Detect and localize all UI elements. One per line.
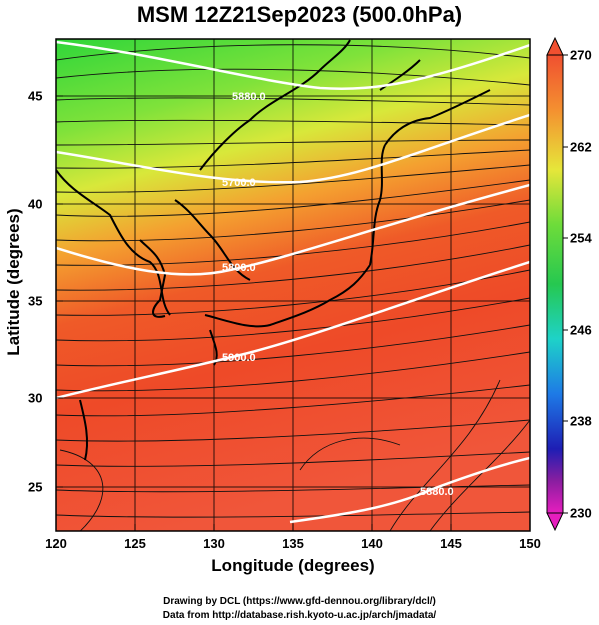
- y-tick-label: 45: [28, 88, 43, 104]
- colorbar: [546, 36, 568, 532]
- x-tick-label: 130: [203, 536, 225, 551]
- x-tick-label: 145: [440, 536, 462, 551]
- map-title: MSM 12Z21Sep2023 (500.0hPa): [136, 2, 463, 27]
- y-tick-label: 35: [28, 293, 43, 309]
- colorbar-tick-label: 254: [570, 230, 592, 246]
- contour-label: 5880.0: [232, 91, 266, 103]
- colorbar-tick-label: 230: [570, 505, 592, 521]
- colorbar-tick-label: 262: [570, 139, 592, 155]
- credit-data: Data from http://database.rish.kyoto-u.a…: [162, 610, 437, 621]
- y-axis-label: Latitude (degrees): [4, 208, 23, 356]
- x-axis-label: Longitude (degrees): [211, 556, 375, 575]
- contour-label: 5800.0: [222, 262, 256, 274]
- contour-label: 5880.0: [420, 486, 454, 498]
- coastlines: [56, 39, 491, 461]
- contour-label: 5700.0: [222, 177, 256, 189]
- x-tick-label: 135: [282, 536, 304, 551]
- axis-tick-marks: [55, 95, 531, 531]
- credit-drawing: Drawing by DCL (https://www.gfd-dennou.o…: [163, 596, 436, 607]
- contour-label: 5900.0: [222, 352, 256, 364]
- height-contours: [56, 40, 530, 524]
- x-tick-label: 125: [124, 536, 146, 551]
- x-tick-label: 140: [361, 536, 383, 551]
- colorbar-tick-label: 270: [570, 47, 592, 63]
- colorbar-tick-label: 238: [570, 413, 592, 429]
- y-tick-label: 25: [28, 479, 43, 495]
- y-tick-label: 30: [28, 390, 43, 406]
- wind-streamlines: [56, 44, 530, 531]
- y-tick-label: 40: [28, 196, 43, 212]
- x-tick-label: 150: [519, 536, 541, 551]
- colorbar-tick-label: 246: [570, 322, 592, 338]
- x-tick-label: 120: [45, 536, 67, 551]
